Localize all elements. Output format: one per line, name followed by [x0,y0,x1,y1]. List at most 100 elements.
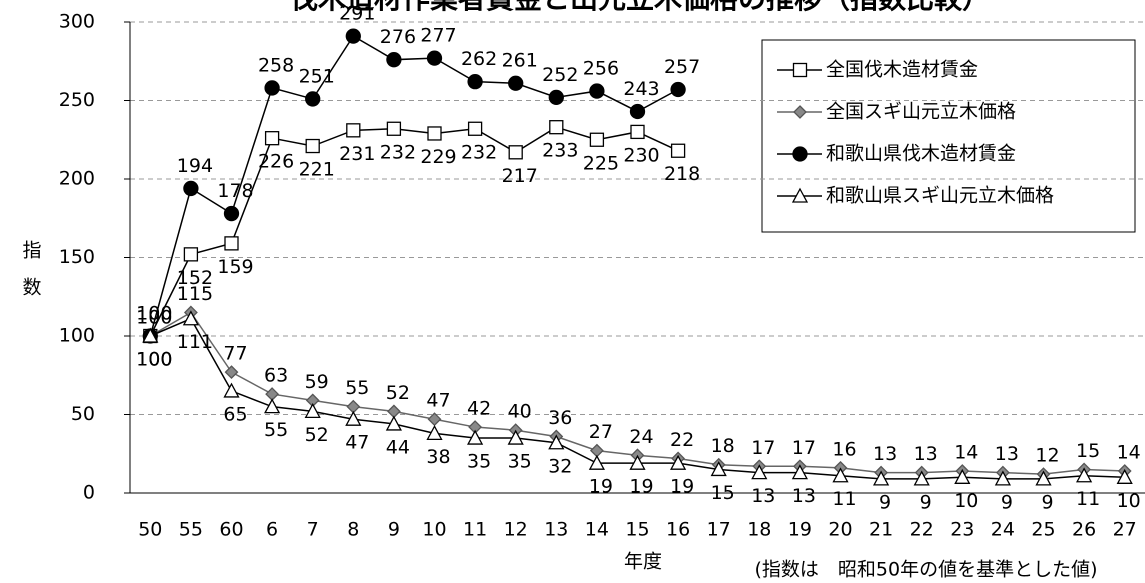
data-label: 22 [670,429,694,451]
y-tick-label: 300 [59,11,95,33]
data-label: 277 [420,25,456,47]
x-tick-label: 13 [544,519,568,541]
data-label: 42 [467,398,491,420]
data-label: 9 [1001,491,1013,513]
legend-label: 全国スギ山元立木価格 [826,101,1016,123]
y-tick-label: 200 [59,168,95,190]
data-label: 258 [258,54,294,76]
data-point [142,327,159,343]
data-point [304,402,321,419]
data-label: 17 [751,437,775,459]
y-tick-label: 250 [59,89,95,111]
data-label: 229 [420,146,456,168]
data-label: 13 [995,443,1019,465]
data-label: 40 [508,401,532,423]
data-point [1035,470,1052,486]
data-label: 226 [258,151,294,173]
data-point [264,131,280,146]
data-label: 47 [426,390,450,412]
data-label: 15 [711,482,735,504]
chart-title: 伐木造材作業者賃金と山元立木価格の推移（指数比較） [290,0,990,15]
data-label: 13 [873,443,897,465]
data-label: 27 [589,421,613,443]
data-point [426,424,443,440]
data-point [791,464,808,480]
x-tick-label: 50 [138,519,162,541]
x-tick-label: 11 [463,519,487,541]
legend-marker [792,62,808,78]
data-label: 115 [177,283,213,305]
legend-label: 和歌山県伐木造材賃金 [826,143,1016,165]
data-label: 19 [629,476,653,498]
x-tick-label: 25 [1031,519,1055,541]
data-label: 243 [623,78,659,100]
data-label: 232 [380,141,416,163]
data-label: 178 [217,180,253,202]
data-point [467,121,483,136]
x-tick-label: 7 [307,519,319,541]
legend-marker [793,105,807,119]
data-label: 15 [1076,440,1100,462]
data-point [548,434,565,450]
x-tick-label: 6 [266,519,278,541]
x-tick-label: 10 [422,519,446,541]
data-label: 10 [1117,490,1141,512]
data-point [589,83,605,99]
data-label: 55 [264,419,288,441]
x-tick-label: 20 [828,519,852,541]
data-label: 262 [461,48,497,70]
data-point [629,103,646,120]
data-label: 19 [589,476,613,498]
data-point [386,52,402,68]
data-point [385,415,402,431]
data-label: 63 [264,365,288,387]
data-point [305,138,320,154]
data-point [224,365,239,380]
x-tick-label: 17 [707,519,731,541]
data-label: 217 [502,165,538,187]
data-point [345,28,361,44]
data-label: 225 [583,152,619,174]
data-point [630,124,645,140]
data-label: 276 [380,26,416,48]
data-point [751,464,768,480]
data-label: 18 [711,435,735,457]
data-label: 13 [914,443,938,465]
data-label: 9 [920,491,932,513]
data-label: 10 [954,490,978,512]
legend-label: 全国伐木造材賃金 [826,59,978,81]
data-label: 232 [461,141,497,163]
data-point [670,454,687,470]
data-label: 17 [792,437,816,459]
data-label: 24 [629,426,653,448]
data-label: 251 [299,65,335,87]
data-point [508,75,524,91]
data-label: 52 [305,424,329,446]
legend-marker [792,146,808,162]
data-label: 231 [339,143,375,165]
data-point [467,74,483,90]
data-point [223,382,240,398]
data-label: 111 [177,331,213,353]
data-point [182,310,199,326]
x-tick-label: 12 [504,519,528,541]
data-label: 44 [386,436,410,458]
data-point [994,470,1011,486]
data-point [548,89,564,106]
legend-label: 和歌山県スギ山元立木価格 [826,185,1054,207]
data-label: 256 [583,58,619,80]
data-label: 11 [1076,488,1100,510]
data-point [223,205,240,222]
legend-box [761,39,1136,233]
data-point [913,470,930,486]
data-label: 65 [223,403,247,425]
data-point [264,398,281,414]
x-tick-label: 14 [585,519,609,541]
legend-marker [791,187,809,203]
x-tick-label: 27 [1113,519,1137,541]
data-point [1116,468,1133,484]
data-point [305,91,321,107]
data-label: 35 [508,451,532,473]
data-label: 152 [177,267,213,289]
data-label: 233 [542,140,578,162]
